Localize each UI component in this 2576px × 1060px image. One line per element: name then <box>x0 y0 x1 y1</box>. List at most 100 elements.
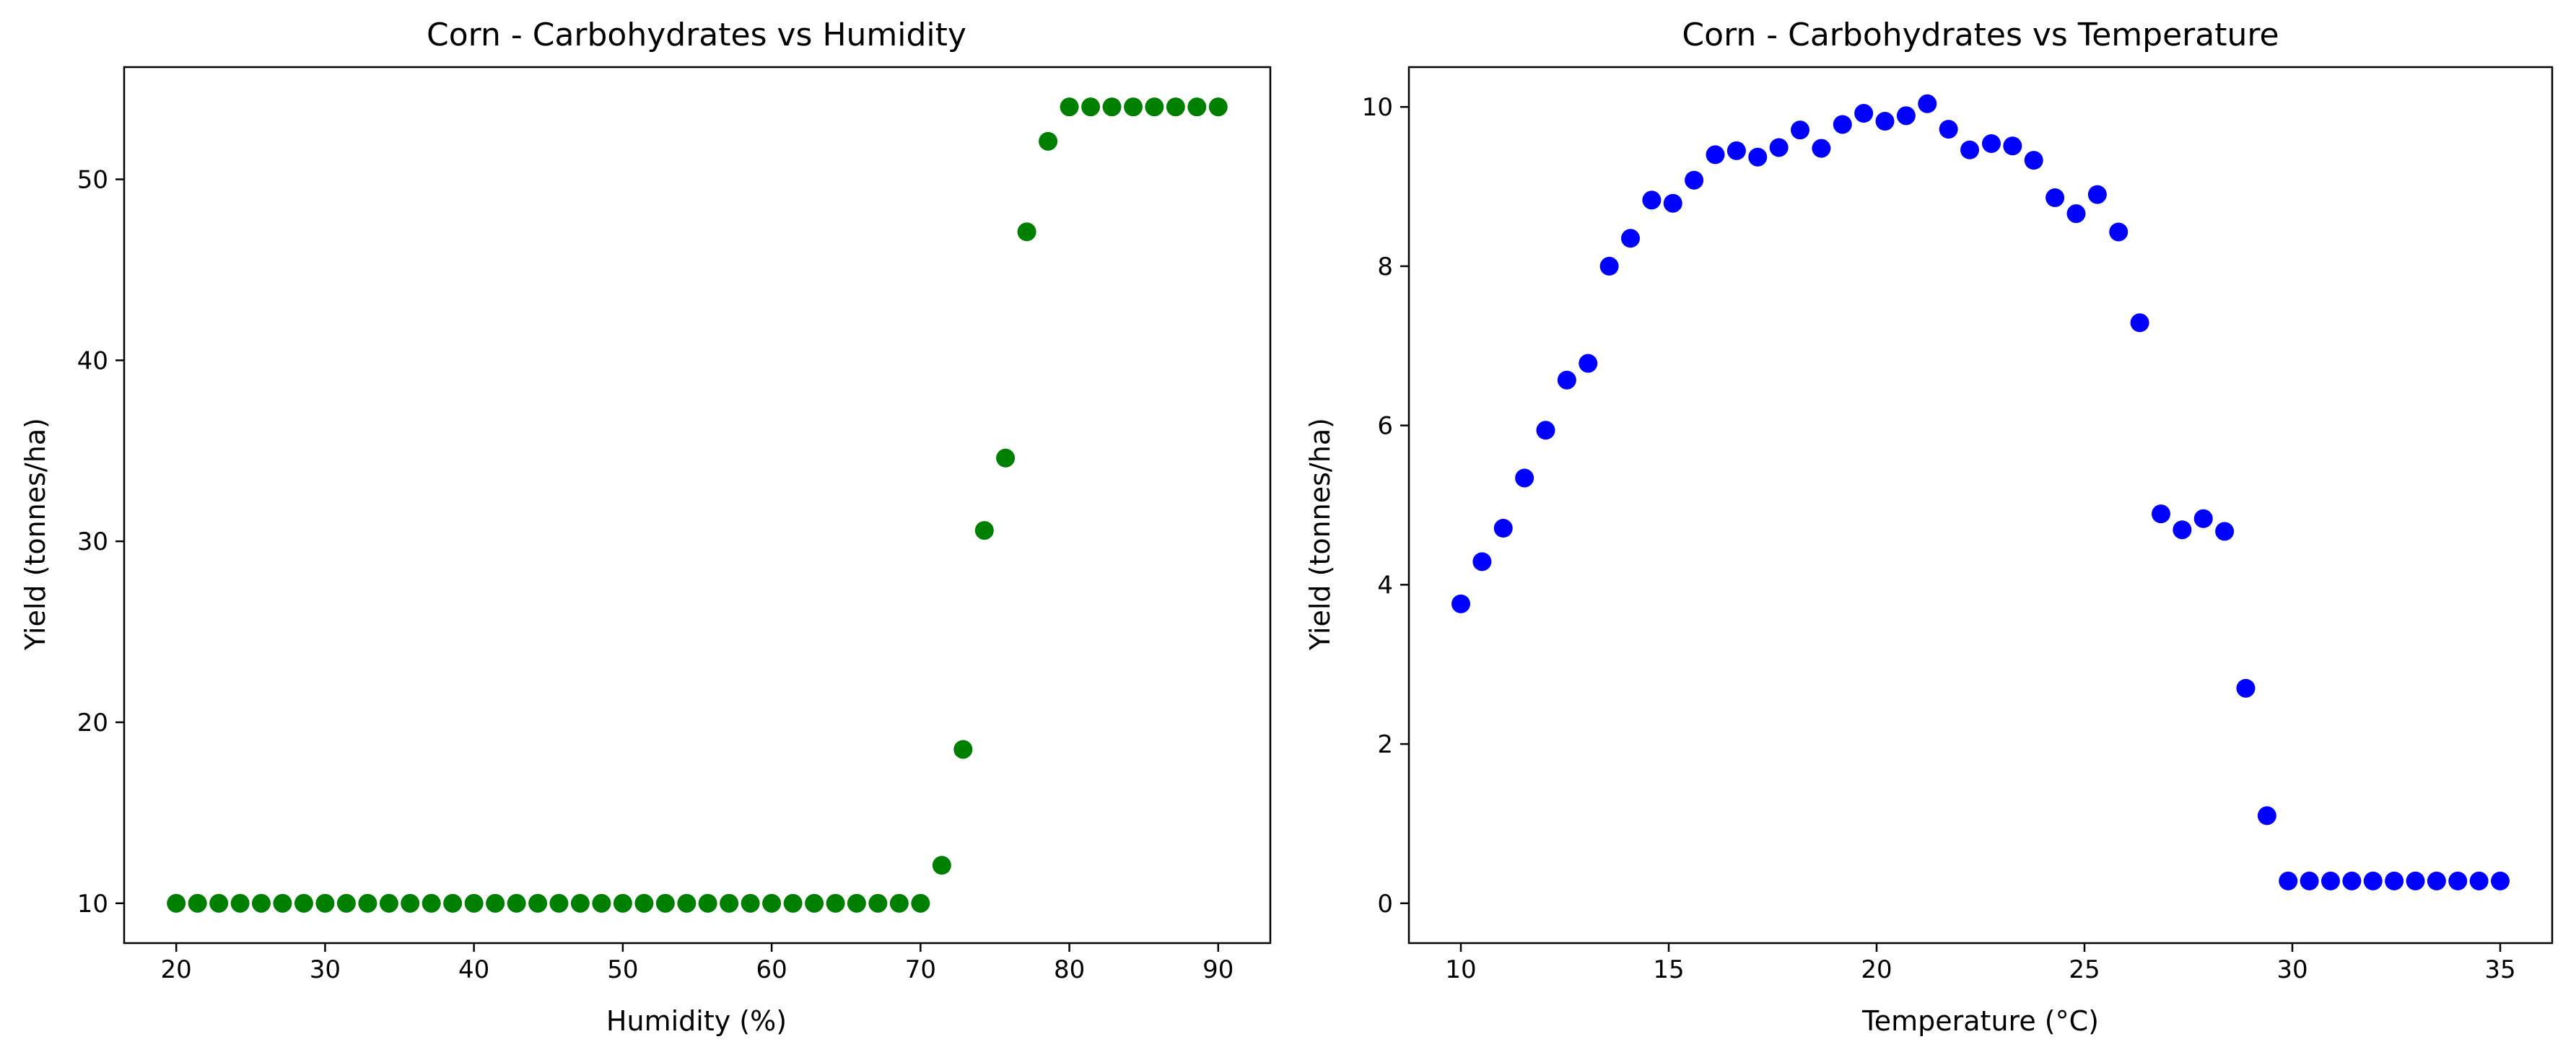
data-point <box>889 893 909 913</box>
data-point <box>2257 806 2276 825</box>
data-point <box>1145 97 1164 117</box>
data-point <box>528 893 548 913</box>
data-point <box>1039 131 1058 151</box>
data-point <box>336 893 356 913</box>
data-point <box>1833 115 1852 134</box>
data-point <box>698 893 717 913</box>
data-point <box>188 893 207 913</box>
humidity-chart-panel: Corn - Carbohydrates vs Humidity Humidit… <box>19 17 1272 1037</box>
x-tick-label: 50 <box>607 955 638 984</box>
data-point <box>2469 871 2489 890</box>
data-point <box>2342 871 2362 890</box>
plot-frame <box>123 66 1272 945</box>
data-point <box>2279 871 2298 890</box>
x-tick-label: 90 <box>1202 955 1234 984</box>
data-point <box>1060 97 1079 117</box>
data-point <box>1854 104 1874 123</box>
y-tick-label: 4 <box>1377 571 1393 600</box>
y-tick-label: 40 <box>77 346 108 375</box>
data-point <box>2236 678 2256 698</box>
x-tick-label: 20 <box>1861 955 1892 984</box>
data-point <box>1706 145 1725 165</box>
data-point <box>805 893 824 913</box>
data-point <box>486 893 505 913</box>
data-point <box>2300 871 2319 890</box>
data-point <box>549 893 569 913</box>
data-point <box>2215 522 2235 541</box>
data-point <box>1102 97 1122 117</box>
x-tick-label: 10 <box>1445 955 1476 984</box>
data-point <box>167 893 186 913</box>
x-tick-label: 80 <box>1054 955 1085 984</box>
data-point <box>358 893 377 913</box>
x-axis-label: Temperature (°C) <box>1861 1005 2099 1037</box>
data-point <box>2045 188 2065 207</box>
data-point <box>1726 141 1746 160</box>
y-tick-label: 8 <box>1377 253 1393 281</box>
x-tick-label: 25 <box>2069 955 2100 984</box>
data-point <box>974 521 994 540</box>
data-point <box>1685 170 1704 190</box>
data-point <box>911 893 930 913</box>
data-point <box>1663 193 1682 213</box>
data-point <box>401 893 420 913</box>
data-point <box>1960 140 1980 159</box>
y-tick-label: 2 <box>1377 730 1393 759</box>
data-point <box>592 893 611 913</box>
data-point <box>1621 229 1641 248</box>
data-point <box>2363 871 2383 890</box>
data-point <box>741 893 760 913</box>
data-point <box>507 893 526 913</box>
data-point <box>2406 871 2425 890</box>
data-point <box>1579 354 1598 373</box>
x-tick-label: 15 <box>1653 955 1684 984</box>
data-point <box>422 893 441 913</box>
data-point <box>1875 112 1895 131</box>
x-axis-label: Humidity (%) <box>606 1005 787 1037</box>
y-tick-label: 50 <box>77 166 108 195</box>
x-axis-ticks: 10 15 20 25 30 35 <box>1445 943 2516 984</box>
x-tick-label: 70 <box>905 955 936 984</box>
scatter-points <box>167 97 1228 913</box>
data-point <box>720 893 739 913</box>
x-tick-label: 30 <box>2276 955 2308 984</box>
data-point <box>2003 136 2022 156</box>
data-point <box>1208 97 1228 117</box>
data-point <box>294 893 313 913</box>
data-point <box>1791 121 1810 140</box>
data-point <box>1187 97 1207 117</box>
x-tick-label: 40 <box>458 955 489 984</box>
data-point <box>1124 97 1143 117</box>
x-tick-label: 60 <box>756 955 787 984</box>
data-point <box>2193 509 2213 528</box>
data-point <box>2173 520 2192 540</box>
data-point <box>251 893 271 913</box>
data-point <box>655 893 675 913</box>
data-point <box>1166 97 1185 117</box>
data-point <box>2066 204 2086 224</box>
y-axis-ticks: 0 2 4 6 8 10 <box>1362 93 1409 919</box>
data-point <box>1642 190 1662 210</box>
data-point <box>1451 594 1470 613</box>
data-point <box>1918 94 1937 113</box>
data-point <box>634 893 654 913</box>
data-point <box>443 893 463 913</box>
data-point <box>2448 871 2468 890</box>
temperature-chart-panel: Corn - Carbohydrates vs Temperature Temp… <box>1304 17 2554 1037</box>
data-point <box>2130 313 2149 333</box>
data-point <box>1493 519 1513 538</box>
data-point <box>996 448 1016 468</box>
y-tick-label: 10 <box>1362 93 1393 122</box>
data-point <box>379 893 398 913</box>
plot-frame <box>1407 66 2554 945</box>
data-point <box>1939 120 1958 139</box>
data-point <box>230 893 250 913</box>
data-point <box>273 893 292 913</box>
data-point <box>1472 552 1492 571</box>
y-tick-label: 30 <box>77 527 108 556</box>
data-point <box>2087 185 2107 204</box>
data-point <box>1515 468 1534 488</box>
data-point <box>762 893 782 913</box>
x-tick-label: 35 <box>2484 955 2515 984</box>
data-point <box>1896 106 1916 126</box>
